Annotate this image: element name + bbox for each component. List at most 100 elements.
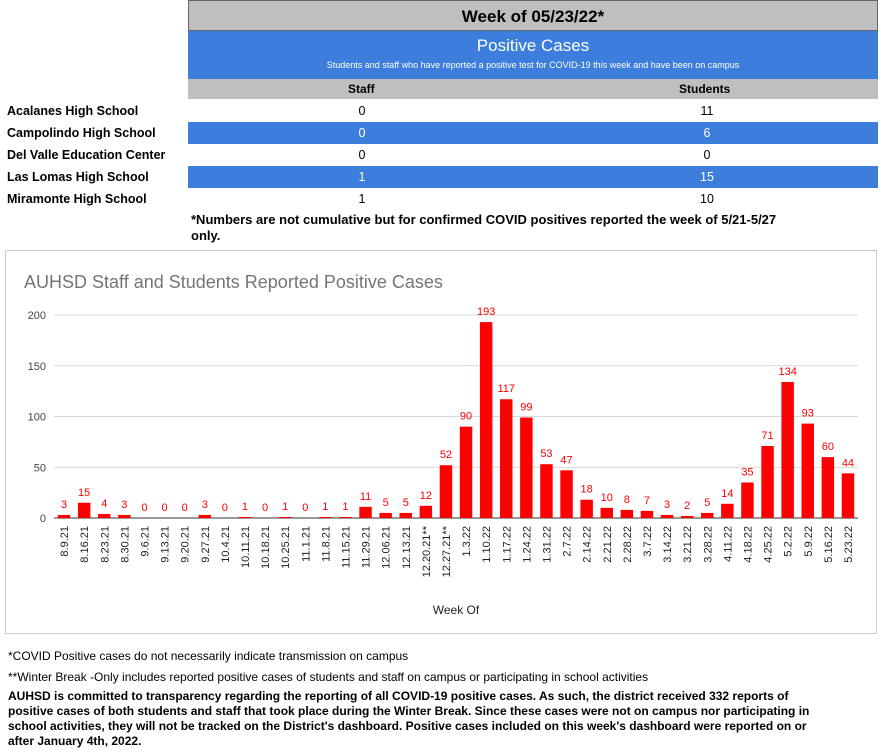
data-label: 3 [61,499,67,511]
x-tick-label: 5.23.22 [843,526,855,563]
bar [319,516,332,518]
x-tick-label: 12.27.21** [441,525,453,577]
x-tick-label: 3.14.22 [662,526,674,563]
y-tick-label: 100 [28,412,46,424]
staff-column-header: Staff [348,82,375,96]
x-tick-label: 11.15.21 [340,526,352,568]
bar [419,505,433,518]
x-tick-label: 9.6.21 [139,526,151,557]
school-name: Miramonte High School [7,192,147,206]
bar [721,503,734,518]
data-label: 1 [342,501,348,513]
staff-count: 1 [358,170,366,184]
section-subtitle: Students and staff who have reported a p… [326,60,740,70]
y-tick-label: 200 [28,310,46,322]
x-tick-label: 10.11.21 [240,526,252,568]
data-label: 3 [664,499,670,511]
school-name: Las Lomas High School [7,170,149,184]
data-label: 193 [477,306,495,318]
table-row: Campolindo High School 0 6 [0,122,878,144]
bar [640,510,654,518]
x-tick-label: 5.16.22 [823,526,835,563]
data-label: 0 [161,502,167,514]
x-tick-label: 2.14.22 [582,526,594,563]
x-tick-label: 4.18.22 [742,526,754,563]
y-tick-label: 50 [34,462,46,474]
staff-count: 0 [358,148,366,162]
data-label: 93 [802,408,814,420]
data-label: 1 [322,501,328,513]
student-count: 15 [700,170,714,184]
table-row: Acalanes High School 0 11 [0,100,878,122]
x-tick-label: 8.23.21 [99,526,111,563]
x-tick-label: 11.1.21 [300,526,312,562]
y-tick-label: 150 [28,361,46,373]
data-label: 15 [78,487,90,499]
x-tick-label: 4.11.22 [722,526,734,562]
x-tick-label: 1.10.22 [481,526,493,563]
footnote-winter-break: **Winter Break -Only includes reported p… [8,670,649,684]
student-count: 0 [703,148,711,162]
footnote-transparency: AUHSD is committed to transparency regar… [8,689,810,748]
bar [540,464,553,518]
x-axis-label: Week Of [433,603,480,617]
school-name: Del Valle Education Center [7,148,166,162]
data-label: 0 [222,502,228,514]
bar [359,506,372,518]
x-tick-label: 8.30.21 [119,526,131,563]
data-label: 4 [101,498,107,510]
positive-cases-header: Positive Cases Students and staff who ha… [188,31,878,79]
bar [660,514,674,518]
bar [841,473,855,518]
data-label: 7 [644,495,650,507]
student-count: 10 [700,192,714,206]
school-name: Campolindo High School [7,126,156,140]
bar [238,516,252,518]
x-tick-label: 8.16.21 [79,526,91,563]
data-label: 1 [282,501,288,513]
data-label: 71 [761,430,773,442]
data-label: 5 [704,497,710,509]
data-label: 134 [778,366,796,378]
x-tick-label: 10.18.21 [260,526,272,569]
x-tick-label: 10.4.21 [220,526,232,563]
student-count: 6 [703,126,711,140]
data-label: 10 [601,492,613,504]
bar [620,509,634,518]
staff-count: 0 [358,104,366,118]
staff-count: 0 [358,126,366,140]
x-tick-label: 1.3.22 [461,526,473,557]
staff-count: 1 [358,192,366,206]
bar [500,399,513,518]
bar [399,512,412,518]
chart-frame [5,250,877,634]
x-tick-label: 11.8.21 [320,526,332,562]
school-name: Acalanes High School [7,104,139,118]
data-label: 5 [403,497,409,509]
data-label: 3 [202,499,208,511]
student-count: 11 [700,104,714,118]
x-tick-label: 12.13.21 [401,526,413,569]
data-label: 0 [182,502,188,514]
bar [57,514,71,518]
x-tick-label: 5.2.22 [783,526,795,557]
x-tick-label: 10.25.21 [280,526,292,569]
bar [479,322,493,518]
table-row: Miramonte High School 1 10 [0,188,878,210]
x-tick-label: 11.29.21 [361,526,373,568]
x-tick-label: 3.28.22 [702,526,714,563]
bar [781,381,794,518]
bar [439,465,453,518]
data-label: 0 [262,502,268,514]
x-tick-label: 1.17.22 [501,526,513,563]
bar [77,502,91,518]
bar [680,515,694,518]
bar [118,514,131,518]
bar [560,470,573,518]
data-label: 0 [302,502,308,514]
data-label: 8 [624,494,630,506]
data-label: 53 [540,448,552,460]
bar [278,516,292,518]
x-tick-label: 9.27.21 [200,526,212,563]
